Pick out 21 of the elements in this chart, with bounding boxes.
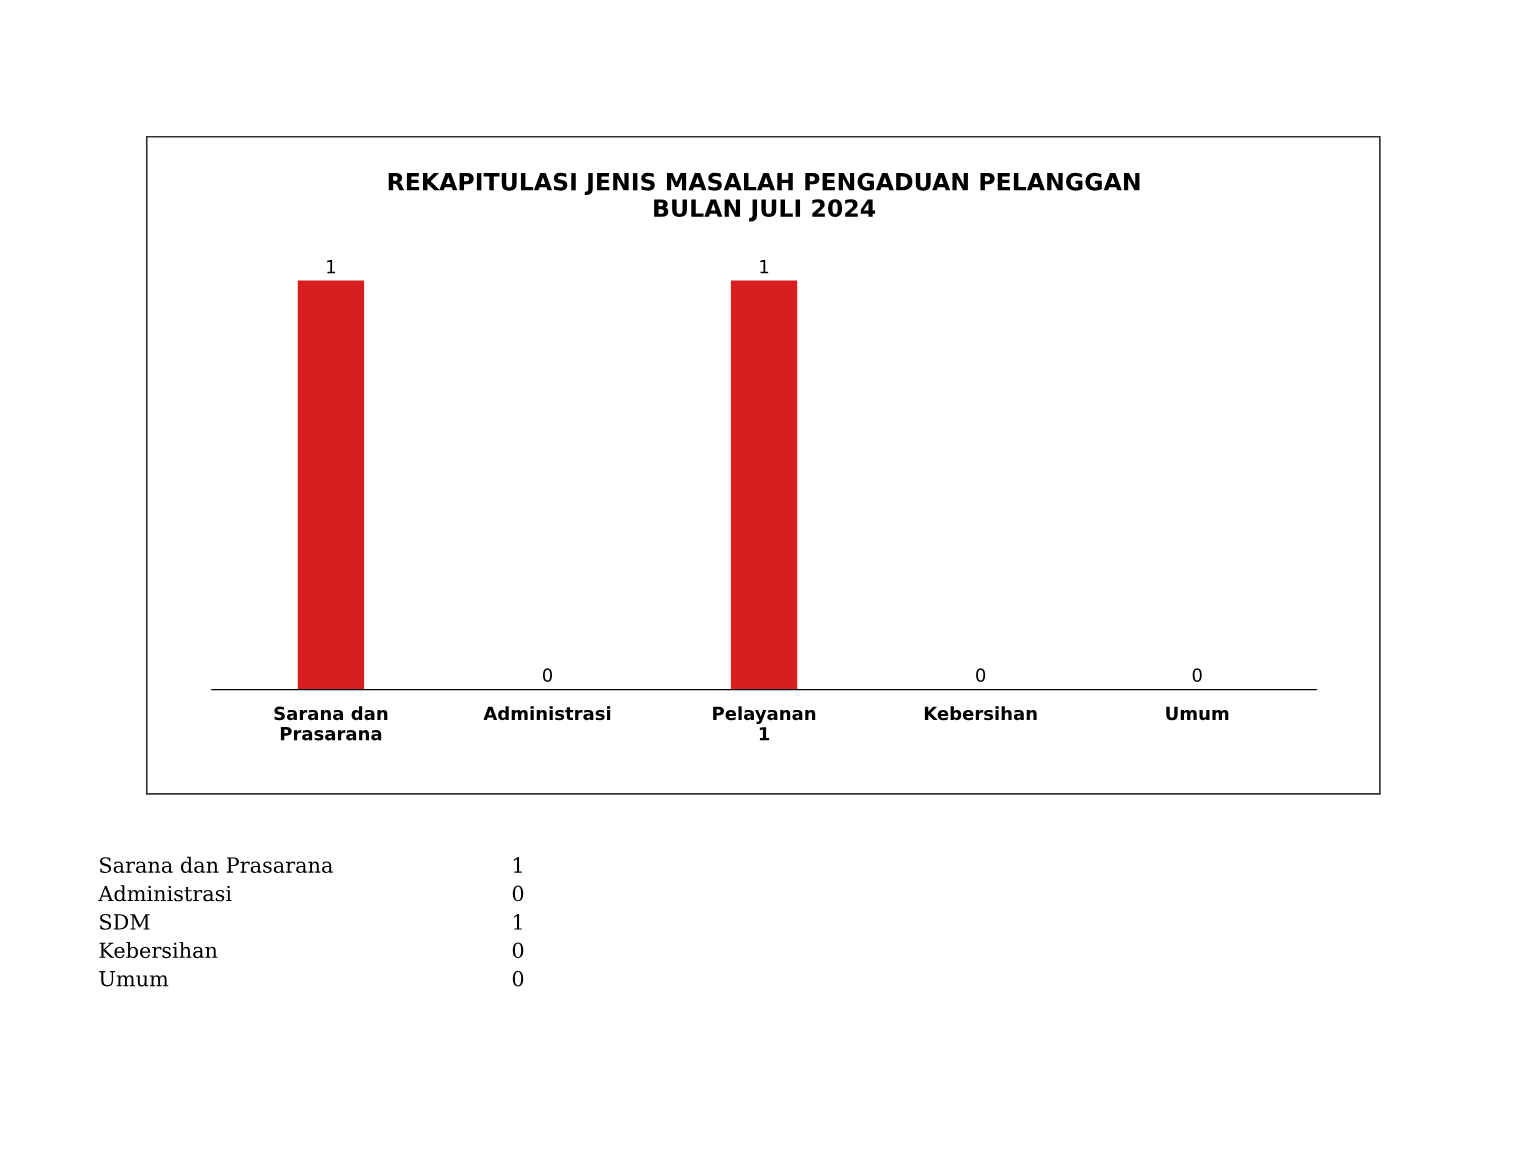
text: Umum: [99, 971, 169, 987]
text: Kebersihan: [99, 942, 218, 959]
data-label: 0: [1192, 668, 1202, 682]
text: SDM: [100, 914, 150, 930]
text: 0: [512, 970, 524, 987]
data-label: 0: [976, 668, 986, 682]
x-tick-label: Kebersihan: [924, 706, 1037, 721]
text: 0: [512, 885, 524, 902]
text: 0: [512, 942, 524, 959]
data-label: 1: [760, 260, 769, 274]
data-label: 1: [327, 260, 336, 274]
text: 1: [513, 914, 522, 930]
data-label: 0: [542, 668, 553, 682]
text: Sarana dan Prasarana: [100, 856, 333, 873]
x-tick-label: Sarana dan Prasarana: [274, 706, 388, 741]
text: 1: [513, 857, 522, 873]
x-tick-label: Umum: [1166, 706, 1229, 721]
x-tick-label: Administrasi: [483, 706, 611, 721]
x-tick-label: Pelayanan 1: [713, 706, 816, 741]
chart-title: REKAPITULASI JENIS MASALAH PENGADUAN PELANGGAN BULAN JULI 2024: [388, 172, 1140, 222]
text: Administrasi: [98, 885, 232, 902]
